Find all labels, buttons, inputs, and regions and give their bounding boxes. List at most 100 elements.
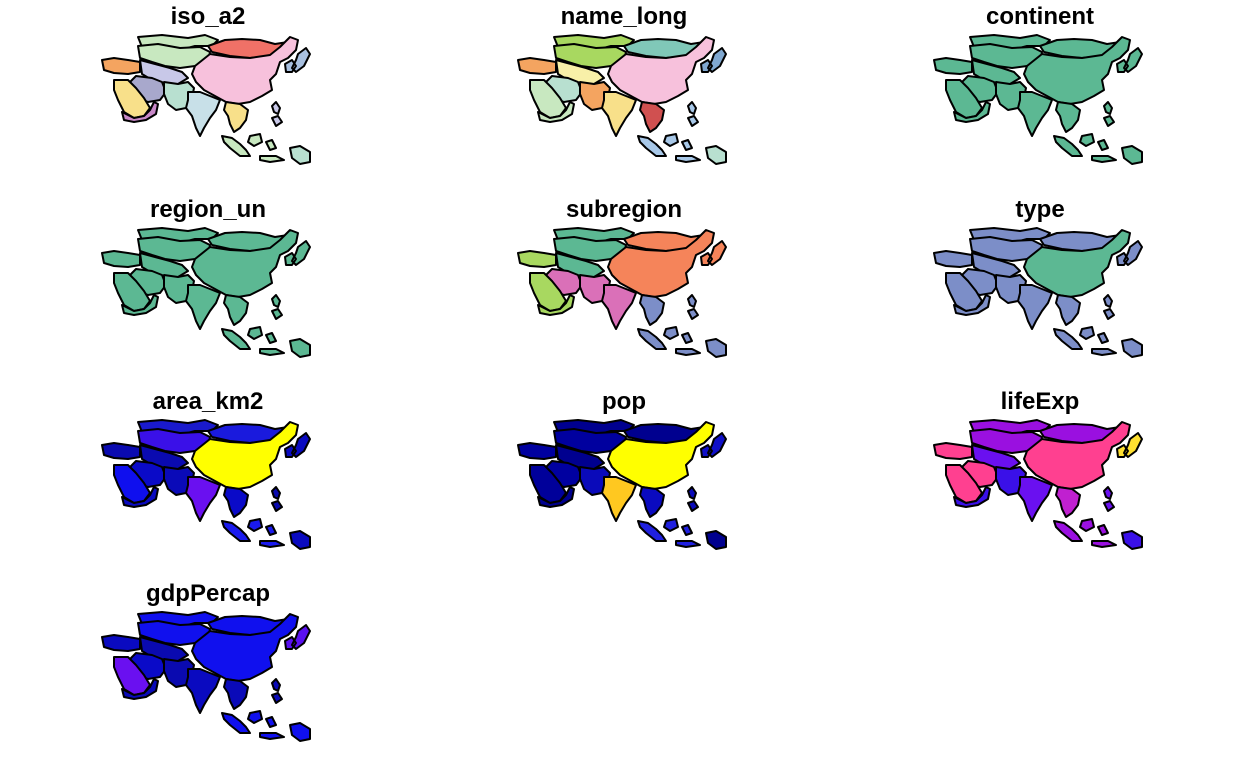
map-panel-name-long: name_long bbox=[416, 0, 832, 192]
region-korea-japan bbox=[700, 432, 727, 458]
region-turkey-caucasus bbox=[517, 250, 557, 268]
region-philippines bbox=[1103, 101, 1115, 127]
region-india bbox=[601, 284, 637, 330]
region-turkey-caucasus bbox=[101, 442, 141, 460]
asia-map bbox=[933, 419, 1143, 550]
map-panel-iso-a2: iso_a2 bbox=[0, 0, 416, 192]
panel-title: gdpPercap bbox=[145, 580, 271, 607]
panel-title: name_long bbox=[560, 3, 688, 30]
region-png bbox=[289, 722, 311, 742]
region-india bbox=[1017, 476, 1053, 522]
panel-title: pop bbox=[602, 388, 646, 415]
region-philippines bbox=[271, 678, 283, 704]
region-indonesia bbox=[221, 326, 285, 356]
region-indonesia bbox=[637, 326, 701, 356]
region-india bbox=[185, 284, 221, 330]
region-india bbox=[601, 476, 637, 522]
region-indonesia bbox=[221, 133, 285, 163]
region-korea-japan bbox=[284, 432, 311, 458]
region-yemen-oman bbox=[121, 101, 159, 123]
region-turkey-caucasus bbox=[517, 57, 557, 75]
region-southeast-asia bbox=[223, 101, 249, 133]
region-korea-japan bbox=[700, 240, 727, 266]
region-indonesia bbox=[637, 518, 701, 548]
region-png bbox=[1121, 145, 1143, 165]
region-india bbox=[185, 668, 221, 714]
region-china bbox=[1023, 421, 1131, 490]
region-png bbox=[289, 338, 311, 358]
region-india bbox=[1017, 284, 1053, 330]
region-korea-japan bbox=[1116, 432, 1143, 458]
region-southeast-asia bbox=[223, 294, 249, 326]
asia-map bbox=[933, 34, 1143, 165]
region-png bbox=[705, 145, 727, 165]
region-philippines bbox=[1103, 486, 1115, 512]
map-panel-continent: continent bbox=[832, 0, 1248, 192]
region-philippines bbox=[687, 294, 699, 320]
region-korea-japan bbox=[1116, 240, 1143, 266]
region-yemen-oman bbox=[537, 101, 575, 123]
region-png bbox=[1121, 338, 1143, 358]
panel-title: continent bbox=[986, 3, 1094, 30]
region-southeast-asia bbox=[223, 678, 249, 710]
region-indonesia bbox=[221, 710, 285, 740]
region-philippines bbox=[687, 486, 699, 512]
region-yemen-oman bbox=[953, 486, 991, 508]
region-indonesia bbox=[1053, 326, 1117, 356]
region-china bbox=[607, 36, 715, 105]
region-southeast-asia bbox=[639, 294, 665, 326]
region-yemen-oman bbox=[953, 294, 991, 316]
region-png bbox=[289, 145, 311, 165]
region-korea-japan bbox=[284, 624, 311, 650]
asia-map bbox=[101, 611, 311, 742]
region-turkey-caucasus bbox=[933, 250, 973, 268]
region-china bbox=[191, 613, 299, 682]
region-turkey-caucasus bbox=[933, 442, 973, 460]
map-panel-subregion: subregion bbox=[416, 193, 832, 385]
asia-map bbox=[101, 419, 311, 550]
region-china bbox=[1023, 229, 1131, 298]
region-china bbox=[191, 36, 299, 105]
asia-map bbox=[933, 227, 1143, 358]
region-southeast-asia bbox=[1055, 486, 1081, 518]
region-yemen-oman bbox=[121, 294, 159, 316]
region-turkey-caucasus bbox=[101, 250, 141, 268]
panel-title: region_un bbox=[149, 196, 266, 223]
region-philippines bbox=[271, 101, 283, 127]
region-korea-japan bbox=[700, 47, 727, 73]
map-panel-area-km2: area_km2 bbox=[0, 385, 416, 577]
region-china bbox=[191, 229, 299, 298]
region-turkey-caucasus bbox=[101, 634, 141, 652]
panel-title: lifeExp bbox=[1000, 388, 1080, 415]
asia-map bbox=[517, 419, 727, 550]
region-southeast-asia bbox=[639, 101, 665, 133]
region-turkey-caucasus bbox=[517, 442, 557, 460]
region-india bbox=[1017, 91, 1053, 137]
region-philippines bbox=[271, 486, 283, 512]
region-yemen-oman bbox=[537, 486, 575, 508]
region-turkey-caucasus bbox=[101, 57, 141, 75]
region-png bbox=[1121, 530, 1143, 550]
asia-map bbox=[101, 227, 311, 358]
region-yemen-oman bbox=[121, 486, 159, 508]
region-india bbox=[601, 91, 637, 137]
region-yemen-oman bbox=[537, 294, 575, 316]
asia-map bbox=[101, 34, 311, 165]
panel-title: area_km2 bbox=[152, 388, 264, 415]
region-indonesia bbox=[221, 518, 285, 548]
region-philippines bbox=[271, 294, 283, 320]
asia-map bbox=[517, 227, 727, 358]
region-png bbox=[289, 530, 311, 550]
region-southeast-asia bbox=[223, 486, 249, 518]
region-china bbox=[191, 421, 299, 490]
region-indonesia bbox=[1053, 133, 1117, 163]
map-panel-pop: pop bbox=[416, 385, 832, 577]
region-yemen-oman bbox=[121, 678, 159, 700]
panel-title: subregion bbox=[565, 196, 682, 223]
region-indonesia bbox=[1053, 518, 1117, 548]
region-png bbox=[705, 338, 727, 358]
map-panel-type: type bbox=[832, 193, 1248, 385]
panel-title: iso_a2 bbox=[170, 3, 246, 30]
region-southeast-asia bbox=[1055, 294, 1081, 326]
region-philippines bbox=[687, 101, 699, 127]
